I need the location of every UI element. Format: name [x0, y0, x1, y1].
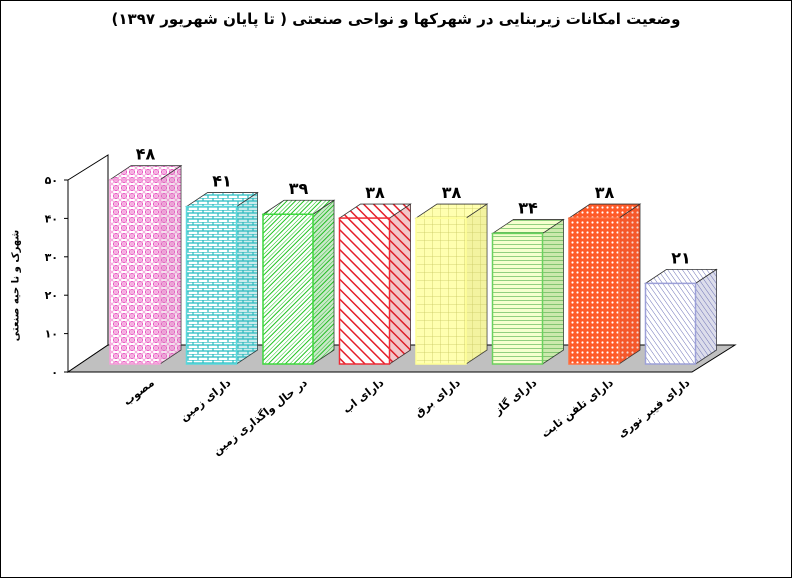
data-label: ۳۴	[518, 198, 538, 217]
data-label: ۴۱	[212, 172, 232, 191]
bar	[338, 203, 412, 365]
category-label: دارای گاز	[491, 376, 540, 418]
bar-side-shade	[466, 204, 487, 364]
bar	[644, 268, 718, 365]
chart-title: وضعیت امکانات زیربنایی در شهرکها و نواحی…	[111, 10, 681, 28]
back-wall	[67, 154, 109, 373]
bar	[491, 218, 565, 365]
bar-side-shade	[313, 200, 334, 364]
data-label: ۳۸	[442, 183, 462, 202]
bar-side-shade	[160, 165, 181, 364]
y-tick-label: ۵۰	[45, 174, 58, 187]
data-label: ۴۸	[136, 145, 156, 164]
bar-side-shade	[619, 204, 640, 364]
bar-front	[185, 205, 238, 365]
bar-front	[262, 213, 314, 365]
category-label: دارای زمین	[177, 376, 233, 424]
bar-side-shade	[389, 204, 411, 364]
category-label: دارای اب	[340, 376, 386, 416]
y-tick-label: ۳۰	[45, 251, 58, 264]
bar-front	[338, 217, 391, 365]
y-axis: ۰ ۱۰ ۲۰ ۳۰ ۴۰ ۵۰	[45, 174, 69, 379]
category-label: دارای تلفن ثابت	[539, 376, 616, 440]
bar-front	[644, 282, 697, 365]
category-label: دارای فیبر نوری	[615, 376, 692, 440]
category-label: مصوب	[121, 376, 157, 408]
data-label: ۲۱	[671, 248, 691, 267]
bar-front	[491, 232, 544, 365]
bar-side-shade	[695, 269, 717, 364]
y-tick-label: ۲۰	[45, 289, 58, 302]
bars	[108, 164, 718, 365]
bar-front	[109, 178, 161, 365]
y-tick-label: ۰	[51, 366, 58, 379]
y-tick-label: ۱۰	[45, 328, 58, 341]
bar	[185, 191, 259, 365]
data-labels: ۴۸ ۴۱ ۳۹ ۳۸ ۳۸ ۳۴ ۳۸ ۲۱	[136, 145, 691, 268]
bar-front	[568, 217, 620, 365]
data-label: ۳۹	[289, 179, 309, 198]
data-label: ۳۸	[365, 183, 385, 202]
bar-side-shade	[236, 192, 258, 364]
bar-front	[415, 217, 467, 365]
bar	[108, 164, 183, 365]
bar-side-shade	[542, 219, 564, 364]
category-label: دارای برق	[412, 376, 463, 420]
bar	[261, 199, 336, 365]
bar	[414, 203, 489, 365]
bar	[567, 203, 642, 365]
data-label: ۳۸	[595, 183, 615, 202]
y-tick-label: ۴۰	[45, 212, 58, 225]
